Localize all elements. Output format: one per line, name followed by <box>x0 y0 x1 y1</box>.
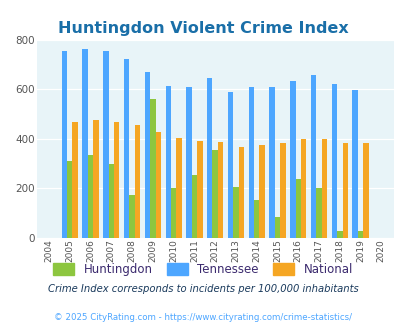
Bar <box>269 86 274 238</box>
Legend: Huntingdon, Tennessee, National: Huntingdon, Tennessee, National <box>48 258 357 281</box>
Bar <box>196 141 202 238</box>
Bar <box>82 49 87 238</box>
Bar <box>315 188 321 238</box>
Bar <box>72 122 78 238</box>
Bar <box>331 84 336 238</box>
Bar <box>290 81 295 238</box>
Bar <box>114 122 119 238</box>
Bar <box>352 89 357 238</box>
Bar <box>150 99 155 238</box>
Bar <box>274 217 279 238</box>
Bar <box>259 145 264 238</box>
Bar <box>62 51 67 238</box>
Bar <box>254 200 259 238</box>
Text: Crime Index corresponds to incidents per 100,000 inhabitants: Crime Index corresponds to incidents per… <box>47 284 358 294</box>
Bar <box>171 188 176 238</box>
Bar <box>207 78 212 238</box>
Bar <box>342 143 347 238</box>
Bar <box>93 120 98 238</box>
Bar <box>87 155 93 238</box>
Bar <box>295 180 300 238</box>
Bar <box>238 147 243 238</box>
Bar <box>212 150 217 238</box>
Text: Huntingdon Violent Crime Index: Huntingdon Violent Crime Index <box>58 20 347 36</box>
Bar <box>186 87 191 238</box>
Bar <box>300 139 306 238</box>
Bar <box>145 72 150 238</box>
Bar <box>362 143 368 238</box>
Bar <box>165 86 171 238</box>
Bar <box>134 125 140 238</box>
Bar <box>103 51 109 238</box>
Bar <box>279 143 285 238</box>
Bar <box>336 231 342 238</box>
Bar <box>357 231 362 238</box>
Bar <box>227 92 233 238</box>
Text: © 2025 CityRating.com - https://www.cityrating.com/crime-statistics/: © 2025 CityRating.com - https://www.city… <box>54 313 351 322</box>
Bar <box>233 187 238 238</box>
Bar <box>191 175 196 238</box>
Bar <box>67 161 72 238</box>
Bar <box>124 59 129 238</box>
Bar <box>109 164 114 238</box>
Bar <box>217 142 223 238</box>
Bar <box>176 138 181 238</box>
Bar <box>310 76 315 238</box>
Bar <box>248 87 254 238</box>
Bar <box>129 195 134 238</box>
Bar <box>321 139 326 238</box>
Bar <box>155 132 160 238</box>
